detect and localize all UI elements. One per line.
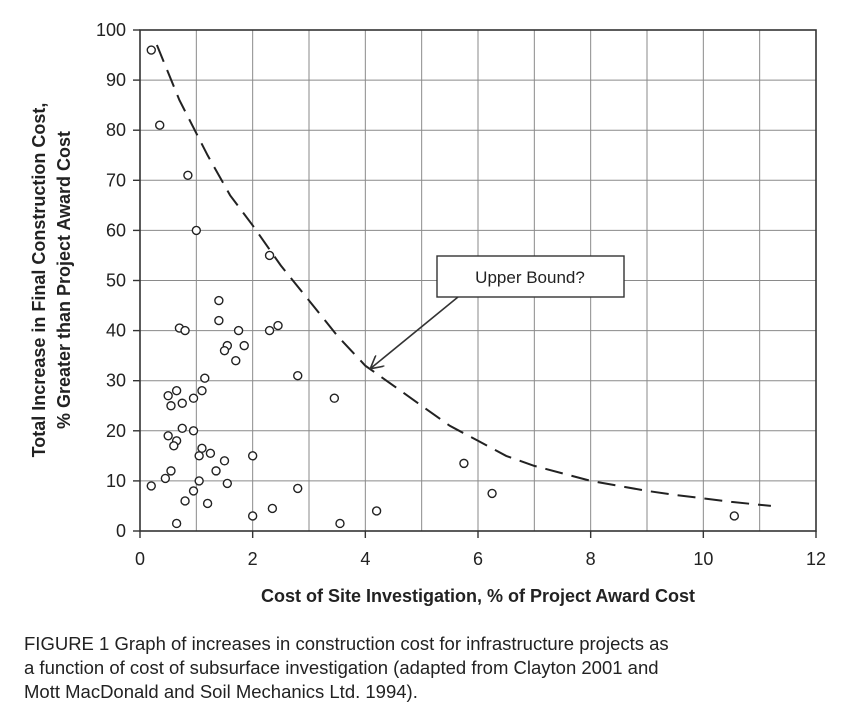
data-point xyxy=(188,426,199,436)
data-point xyxy=(146,481,156,491)
data-point xyxy=(219,345,230,356)
x-tick-label: 4 xyxy=(360,549,370,569)
upper-bound-curve xyxy=(155,44,772,507)
axes xyxy=(133,29,817,538)
y-tick-label: 0 xyxy=(116,521,126,541)
data-point xyxy=(247,451,258,461)
data-point xyxy=(214,315,224,326)
y-tick-label: 10 xyxy=(106,471,126,491)
data-point xyxy=(188,486,199,496)
data-point xyxy=(166,401,176,411)
data-point xyxy=(163,431,173,441)
data-point xyxy=(729,511,740,521)
data-point xyxy=(335,518,345,529)
y-tick-label: 20 xyxy=(106,421,126,441)
data-point xyxy=(166,466,176,476)
data-point xyxy=(191,225,202,236)
data-point xyxy=(169,441,179,451)
data-point xyxy=(177,423,187,433)
y-tick-label: 50 xyxy=(106,271,126,291)
data-point xyxy=(160,473,171,484)
data-point xyxy=(459,458,469,469)
x-tick-label: 10 xyxy=(693,549,713,569)
data-point xyxy=(177,398,187,408)
y-axis-label-line1: Total Increase in Final Construction Cos… xyxy=(29,103,49,458)
data-point xyxy=(171,386,182,396)
y-axis-label-line2: % Greater than Project Award Cost xyxy=(54,131,74,429)
data-point xyxy=(197,386,207,396)
caption-line-3: Mott MacDonald and Soil Mechanics Ltd. 1… xyxy=(24,681,418,702)
y-tick-label: 40 xyxy=(106,321,126,341)
data-points xyxy=(146,45,740,529)
y-tick-label: 60 xyxy=(106,220,126,240)
x-axis-label: Cost of Site Investigation, % of Project… xyxy=(261,586,695,606)
data-point xyxy=(146,45,156,55)
caption-line-2: a function of cost of subsurface investi… xyxy=(24,657,659,678)
figure-caption: FIGURE 1 Graph of increases in construct… xyxy=(24,632,824,704)
data-point xyxy=(233,325,244,336)
x-tick-label: 12 xyxy=(806,549,826,569)
data-point xyxy=(163,391,173,401)
y-tick-label: 70 xyxy=(106,170,126,190)
data-point xyxy=(214,295,224,306)
data-point xyxy=(171,518,182,529)
data-point xyxy=(194,451,204,461)
x-tick-label: 2 xyxy=(248,549,258,569)
y-tick-label: 90 xyxy=(106,70,126,90)
x-tick-label: 8 xyxy=(586,549,596,569)
data-point xyxy=(155,120,165,130)
data-point xyxy=(239,340,249,351)
y-tick-label: 30 xyxy=(106,371,126,391)
data-point xyxy=(264,325,275,336)
x-tick-label: 0 xyxy=(135,549,145,569)
annotation-arrow xyxy=(371,296,459,368)
data-point xyxy=(371,506,382,516)
y-tick-label: 100 xyxy=(96,20,126,40)
caption-line-1: FIGURE 1 Graph of increases in construct… xyxy=(24,633,669,654)
data-point xyxy=(487,488,497,499)
upper-bound-annotation: Upper Bound? xyxy=(371,255,625,368)
grid-lines xyxy=(140,30,816,531)
data-point xyxy=(329,393,340,403)
y-tick-labels: 0 10 20 30 40 50 60 70 80 90 100 xyxy=(96,20,126,541)
data-point xyxy=(231,355,241,366)
data-point xyxy=(211,466,221,476)
data-point xyxy=(180,325,190,336)
scatter-chart: 0 2 4 6 8 10 12 0 10 20 30 40 50 60 70 80 90 100 Upper B… xyxy=(29,20,826,606)
data-point xyxy=(197,443,207,454)
data-point xyxy=(219,456,230,466)
annotation-text: Upper Bound? xyxy=(475,268,585,287)
annotation-box xyxy=(436,255,625,298)
data-point xyxy=(194,476,204,486)
x-tick-labels: 0 2 4 6 8 10 12 xyxy=(135,549,826,569)
data-point xyxy=(202,498,213,509)
x-tick-label: 6 xyxy=(473,549,483,569)
data-point xyxy=(188,393,199,403)
data-point xyxy=(205,448,216,459)
data-point xyxy=(264,250,275,261)
data-point xyxy=(267,503,278,514)
data-point xyxy=(200,373,210,383)
data-point xyxy=(293,370,303,381)
data-point xyxy=(293,483,303,494)
data-point xyxy=(222,478,233,489)
y-tick-label: 80 xyxy=(106,120,126,140)
data-point xyxy=(247,511,258,521)
data-point xyxy=(273,320,283,331)
data-point xyxy=(183,170,193,180)
data-point xyxy=(180,496,190,506)
